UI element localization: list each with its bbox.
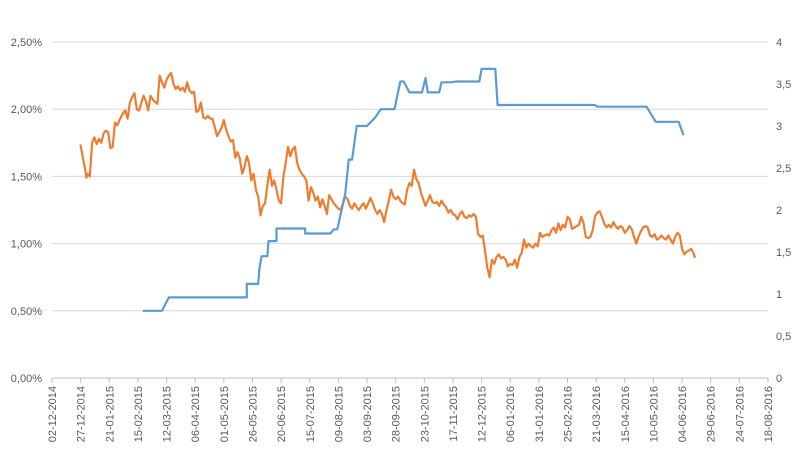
x-tick-label: 18-08-2016 xyxy=(763,386,775,442)
x-tick-label: 15-07-2015 xyxy=(305,386,317,442)
x-tick-label: 26-05-2015 xyxy=(247,386,259,442)
y-left-tick-label: 2,50% xyxy=(11,37,42,49)
y-right-tick-label: 2,5 xyxy=(776,163,791,175)
x-tick-label: 10-05-2016 xyxy=(648,386,660,442)
x-tick-label: 15-02-2015 xyxy=(133,386,145,442)
x-tick-label: 06-01-2016 xyxy=(505,386,517,442)
y-left-tick-label: 0,50% xyxy=(11,306,42,318)
x-tick-label: 31-01-2016 xyxy=(534,386,546,442)
x-tick-label: 29-06-2016 xyxy=(706,386,718,442)
y-right-tick-label: 3 xyxy=(776,121,782,133)
y-right-tick-label: 0 xyxy=(776,373,782,385)
y-axis-right: 0 0,5 1 1,5 2 2,5 3 3,5 4 xyxy=(776,37,791,385)
y-left-tick-label: 1,50% xyxy=(11,171,42,183)
y-axis-left: 0,00% 0,50% 1,00% 1,50% 2,00% 2,50% xyxy=(11,37,42,385)
y-right-tick-label: 2 xyxy=(776,205,782,217)
y-right-tick-label: 0,5 xyxy=(776,331,791,343)
y-right-tick-label: 1 xyxy=(776,289,782,301)
x-axis: 02-12-2014 27-12-2014 21-01-2015 15-02-2015… xyxy=(47,377,775,442)
x-tick-label: 21-01-2015 xyxy=(104,386,116,442)
y-right-tick-label: 3,5 xyxy=(776,79,791,91)
x-tick-label: 15-04-2016 xyxy=(620,386,632,442)
x-tick-label: 03-09-2015 xyxy=(362,386,374,442)
y-left-tick-label: 0,00% xyxy=(11,373,42,385)
y-left-tick-label: 1,00% xyxy=(11,239,42,251)
x-tick-label: 02-12-2014 xyxy=(47,386,59,442)
x-tick-label: 25-02-2016 xyxy=(563,386,575,442)
x-tick-label: 17-11-2015 xyxy=(448,386,460,441)
x-tick-label: 01-05-2015 xyxy=(219,386,231,442)
series-line-left-axis xyxy=(79,71,696,279)
series-layer xyxy=(79,67,696,312)
x-tick-label: 21-03-2016 xyxy=(591,386,603,442)
x-tick-label: 12-12-2015 xyxy=(477,386,489,442)
x-tick-label: 20-06-2015 xyxy=(276,386,288,442)
gridlines xyxy=(52,41,768,312)
x-tick-label: 28-09-2015 xyxy=(391,386,403,442)
y-right-tick-label: 1,5 xyxy=(776,247,791,259)
x-tick-label: 06-04-2015 xyxy=(190,386,202,442)
x-tick-label: 23-10-2015 xyxy=(419,386,431,442)
series-line-right-axis xyxy=(142,67,685,312)
y-right-tick-label: 4 xyxy=(776,37,782,49)
x-tick-label: 24-07-2016 xyxy=(734,386,746,442)
x-tick-label: 12-03-2015 xyxy=(162,386,174,442)
x-tick-label: 09-08-2015 xyxy=(333,386,345,442)
x-tick-label: 27-12-2014 xyxy=(76,386,88,442)
x-tick-label: 04-06-2016 xyxy=(677,386,689,442)
y-left-tick-label: 2,00% xyxy=(11,104,42,116)
